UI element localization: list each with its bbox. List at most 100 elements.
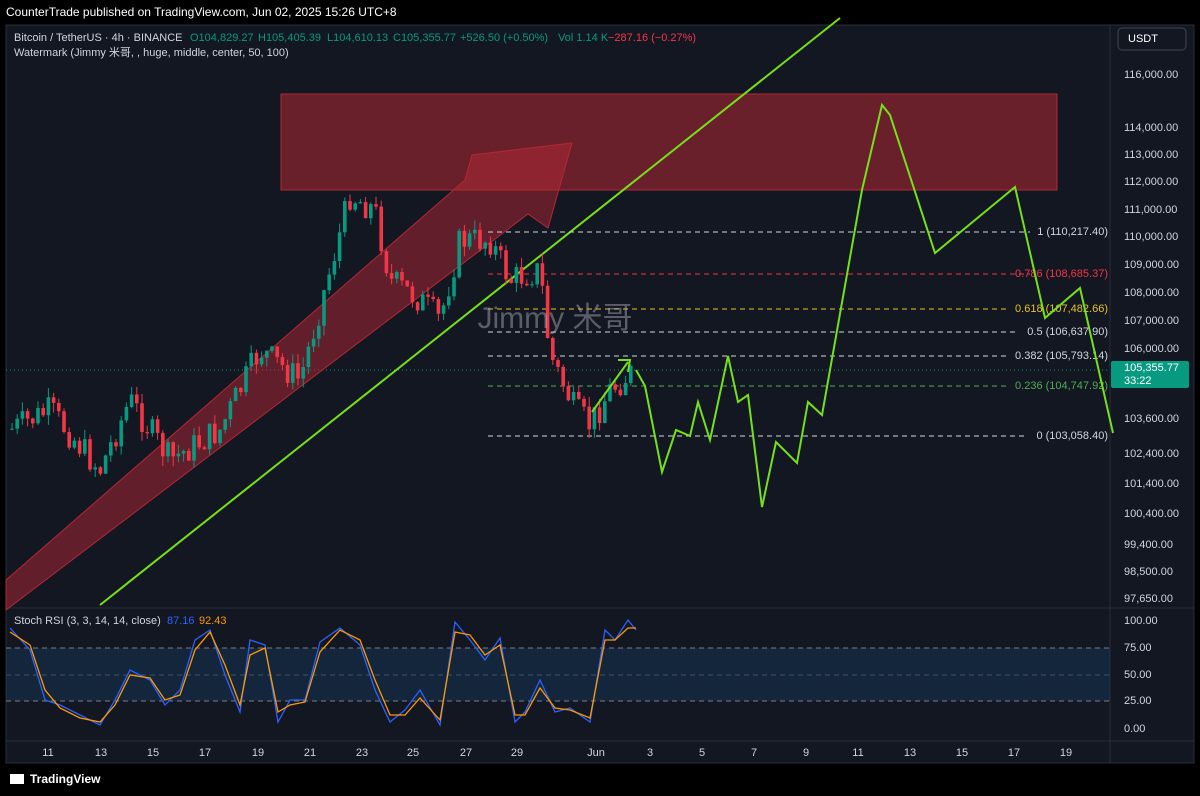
candle-body <box>478 229 482 249</box>
rsi-axis: 100.00 75.00 50.00 25.00 0.00 <box>1124 615 1158 735</box>
candle-body <box>317 325 321 339</box>
candle-body <box>405 280 409 287</box>
small-arrow-head <box>618 359 632 373</box>
rsi-axis-label: 0.00 <box>1124 723 1145 735</box>
brand-logo <box>10 774 24 784</box>
candle-body <box>103 455 108 474</box>
candle-body <box>436 299 441 314</box>
candle-body <box>57 402 61 412</box>
price-label: 98,500.00 <box>1124 566 1173 578</box>
time-label: 7 <box>751 747 757 759</box>
candle-body <box>93 467 97 470</box>
time-label: 29 <box>511 747 523 759</box>
currency-button[interactable] <box>1117 27 1187 51</box>
rsi-d-line <box>9 627 636 723</box>
candle-body <box>389 273 394 279</box>
candle-body <box>88 439 92 470</box>
price-label: 111,000.00 <box>1124 204 1177 216</box>
candle-body <box>379 206 383 252</box>
candle-body <box>592 407 597 430</box>
candle-body <box>285 364 290 383</box>
time-label: 5 <box>699 747 705 759</box>
candle-body <box>291 363 295 383</box>
candle-body <box>603 401 607 424</box>
price-label: 102,400.00 <box>1124 448 1179 460</box>
time-label: 3 <box>647 747 653 759</box>
candle-body <box>119 420 123 447</box>
candle-body <box>129 394 134 407</box>
time-label: 15 <box>956 747 968 759</box>
candle-body <box>597 407 602 424</box>
trend-line <box>99 17 841 606</box>
fib-label: 0.5 (106,637.90) <box>1027 326 1108 338</box>
candle-body <box>431 296 435 300</box>
candle-body <box>587 406 591 430</box>
publisher: CounterTrade published on TradingView.co… <box>6 5 397 19</box>
candle-body <box>187 450 191 461</box>
legend-low: L104,610.13 <box>327 32 388 44</box>
time-label: 17 <box>199 747 211 759</box>
candle-body <box>566 386 571 401</box>
candle-body <box>426 294 430 297</box>
price-label: 110,000.00 <box>1124 231 1178 243</box>
price-label: 113,000.00 <box>1124 149 1178 161</box>
candle-body <box>561 366 565 387</box>
legend-change: +526.50 (+0.50%) <box>460 32 548 44</box>
candle-body <box>181 450 186 454</box>
candle-body <box>348 201 352 210</box>
candle-body <box>499 246 503 251</box>
candle-body <box>363 202 368 219</box>
price-label: 112,000.00 <box>1124 176 1178 188</box>
candle-body <box>25 411 30 419</box>
legend-symbol: Bitcoin / TetherUS · 4h · BINANCE <box>14 32 183 44</box>
candle-body <box>233 387 238 402</box>
candle-body <box>483 242 487 249</box>
candle-body <box>530 284 534 286</box>
rsi-label: Stoch RSI (3, 3, 14, 14, close) <box>14 615 161 627</box>
candle-body <box>145 432 149 434</box>
fib-label: 1 (110,217.40) <box>1037 226 1108 238</box>
candle-body <box>254 352 259 365</box>
price-label: 108,000.00 <box>1124 287 1179 299</box>
candle-body <box>410 286 415 303</box>
candle-body <box>197 435 201 448</box>
legend-volume: Vol 1.14 K <box>558 32 609 44</box>
candle-body <box>353 203 357 210</box>
price-label: 109,000.00 <box>1124 259 1179 271</box>
candle-body <box>504 250 508 280</box>
price-label: 103,600.00 <box>1124 413 1179 425</box>
time-label: Jun <box>587 747 605 759</box>
candle-body <box>228 401 233 420</box>
candle-body <box>327 274 331 291</box>
watermark: Jimmy 米哥 <box>478 302 633 335</box>
candle-body <box>10 428 14 430</box>
candle-body <box>202 447 207 450</box>
time-axis: 11 13 15 17 19 21 23 25 27 29 Jun 3 5 7 9 11 13 15 17 19 <box>42 747 1072 759</box>
fib-label: 0 (103,058.40) <box>1036 430 1108 442</box>
legend-volume-change: −287.16 (−0.27%) <box>608 32 696 44</box>
time-label: 13 <box>904 747 916 759</box>
candle-body <box>114 442 118 447</box>
currency-label[interactable]: USDT <box>1128 33 1158 45</box>
candle-body <box>415 302 420 311</box>
rsi-k-line <box>9 618 637 727</box>
projection-path <box>635 102 1114 508</box>
candle-body <box>109 442 113 456</box>
last-price-tag <box>1111 361 1189 388</box>
candle-body <box>473 229 477 234</box>
fib-label: 0.236 (104,747.92) <box>1015 380 1108 392</box>
candle-body <box>161 432 165 457</box>
candle-body <box>296 363 300 379</box>
price-label: 106,000.00 <box>1124 343 1179 355</box>
candle-body <box>150 419 155 434</box>
candle-body <box>259 357 264 365</box>
candle-body <box>467 233 472 247</box>
price-label: 101,400.00 <box>1124 478 1179 490</box>
last-price: 105,355.77 <box>1124 362 1179 374</box>
candle-body <box>41 408 45 416</box>
candle-body <box>535 263 539 285</box>
candle-body <box>421 294 425 311</box>
fib-label: 0.786 (108,685.37) <box>1015 268 1108 280</box>
supply-zone <box>280 93 1058 191</box>
candle-body <box>384 251 389 274</box>
